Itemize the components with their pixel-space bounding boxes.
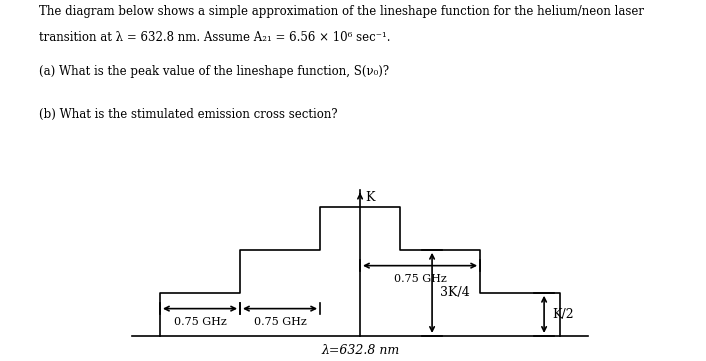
- Text: transition at λ = 632.8 nm. Assume A₂₁ = 6.56 × 10⁶ sec⁻¹.: transition at λ = 632.8 nm. Assume A₂₁ =…: [39, 31, 390, 44]
- Text: 3K/4: 3K/4: [440, 286, 469, 299]
- Text: 0.75 GHz: 0.75 GHz: [253, 317, 306, 327]
- Text: λ=632.8 nm: λ=632.8 nm: [321, 344, 399, 357]
- Text: The diagram below shows a simple approximation of the lineshape function for the: The diagram below shows a simple approxi…: [39, 5, 644, 18]
- Text: K/2: K/2: [552, 308, 574, 321]
- Text: (a) What is the peak value of the lineshape function, S(ν₀)?: (a) What is the peak value of the linesh…: [39, 65, 389, 78]
- Text: (b) What is the stimulated emission cross section?: (b) What is the stimulated emission cros…: [39, 108, 337, 121]
- Text: 0.75 GHz: 0.75 GHz: [394, 274, 446, 284]
- Text: 0.75 GHz: 0.75 GHz: [174, 317, 227, 327]
- Text: K: K: [365, 191, 374, 204]
